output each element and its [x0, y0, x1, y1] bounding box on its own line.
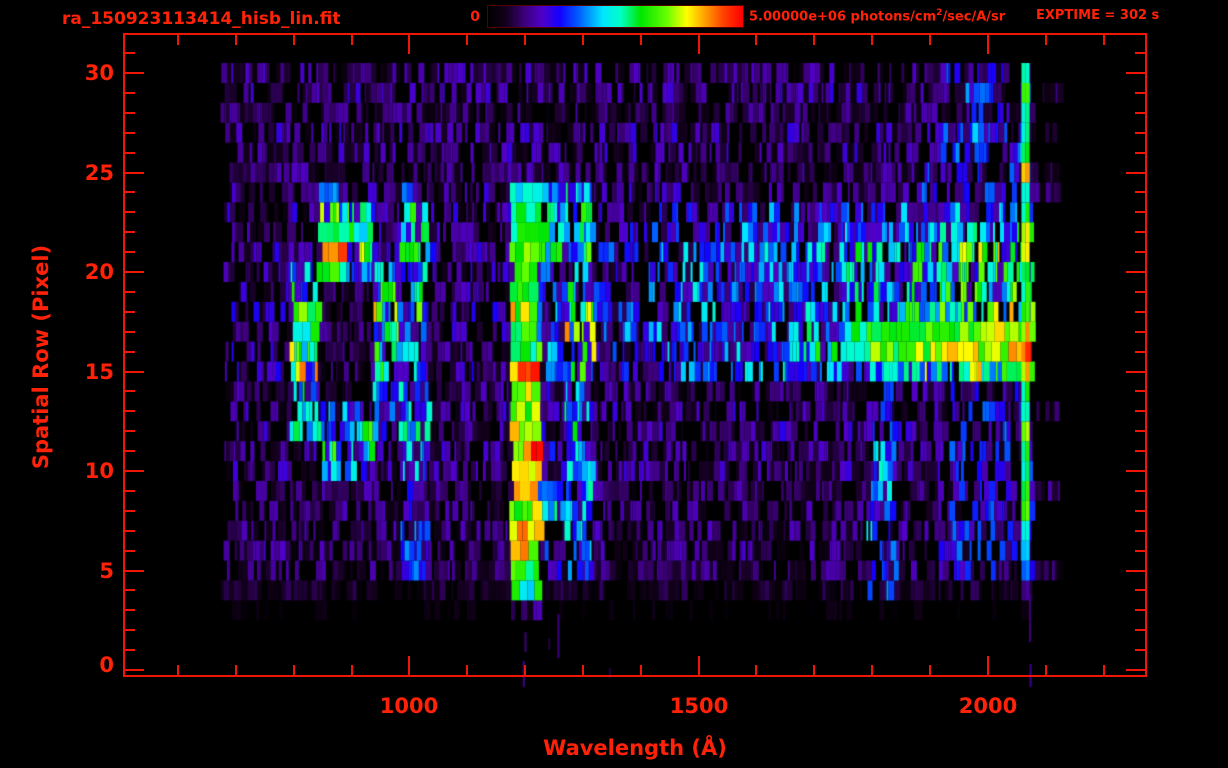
plot-frame [123, 33, 1147, 677]
x-tick-label: 1000 [379, 694, 439, 718]
y-tick-label: 0 [99, 653, 114, 677]
y-tick-label: 5 [99, 559, 114, 583]
exptime-label: EXPTIME = 302 s [1036, 8, 1160, 23]
colorbar-max-superscript: 2 [936, 8, 943, 18]
x-axis-title: Wavelength (Å) [543, 736, 727, 760]
x-tick-label: 2000 [958, 694, 1018, 718]
y-tick-label: 30 [84, 61, 114, 85]
colorbar-max-label: 5.00000e+06 photons/cm2/sec/A/sr [749, 8, 1005, 24]
heatmap-canvas [124, 34, 1146, 696]
colorbar-max-prefix: 5.00000e+06 photons/cm [749, 9, 937, 25]
colorbar-max-suffix: /sec/A/sr [942, 9, 1006, 25]
x-tick-label: 1500 [669, 694, 729, 718]
y-axis-title: Spatial Row (Pixel) [29, 244, 53, 470]
colorbar-gradient [487, 5, 744, 28]
y-tick-label: 25 [84, 161, 114, 185]
colorbar-min-label: 0 [470, 9, 480, 25]
file-title: ra_150923113414_hisb_lin.fit [62, 9, 341, 29]
